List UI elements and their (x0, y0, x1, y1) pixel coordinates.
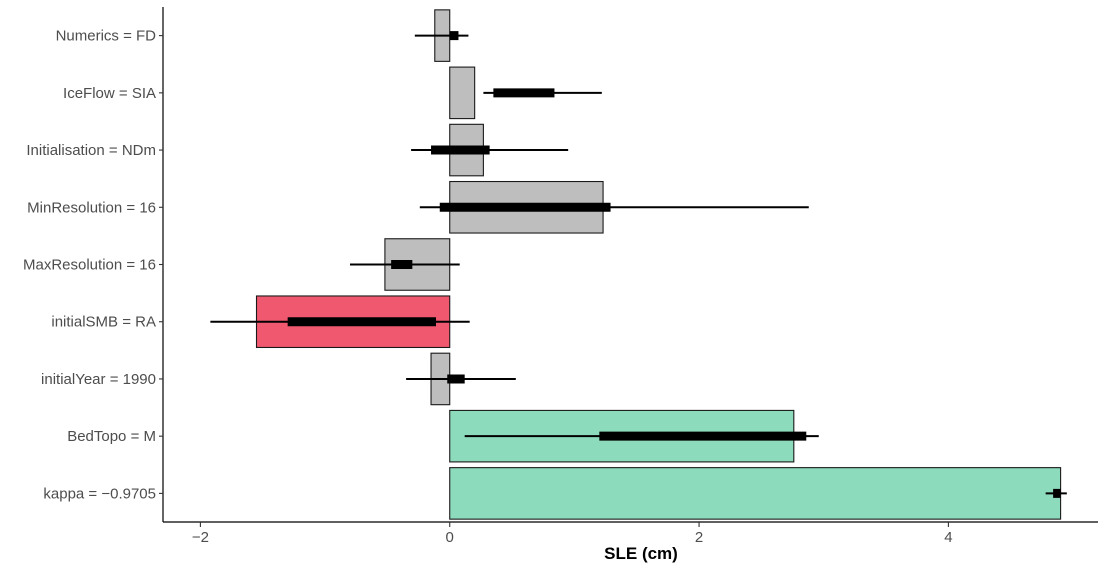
x-tick-label: −2 (192, 529, 209, 546)
plot-area (210, 9, 1067, 520)
category-label: BedTopo = M (67, 428, 156, 445)
category-label: kappa = −0.9705 (43, 485, 156, 502)
bar (449, 66, 476, 120)
bar (449, 467, 1062, 520)
x-tick-label: 4 (944, 529, 952, 546)
category-label: IceFlow = SIA (63, 85, 156, 102)
category-label: MaxResolution = 16 (23, 257, 156, 274)
category-label: Numerics = FD (56, 28, 157, 45)
category-label: MinResolution = 16 (27, 199, 156, 216)
x-axis-title: SLE (cm) (604, 544, 678, 563)
category-label: initialSMB = RA (51, 314, 156, 331)
category-label: Initialisation = NDm (26, 142, 156, 159)
axes: Numerics = FD IceFlow = SIA Initialisation… (23, 28, 953, 546)
x-tick-label: 0 (446, 529, 454, 546)
x-tick-label: 2 (695, 529, 703, 546)
category-label: initialYear = 1990 (41, 371, 156, 388)
